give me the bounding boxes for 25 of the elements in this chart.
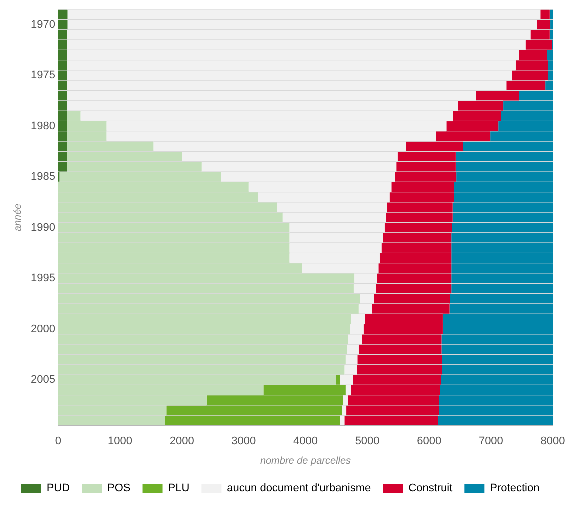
- legend-label: Protection: [490, 482, 540, 495]
- x-tick-label: 3000: [232, 435, 256, 448]
- x-tick-label: 1000: [108, 435, 133, 448]
- legend-label: PUD: [46, 482, 70, 495]
- x-tick-label: 2000: [170, 435, 194, 448]
- y-tick-label: 1980: [30, 120, 56, 132]
- y-tick-label: 2005: [30, 374, 56, 386]
- y-tick-label: 1995: [30, 272, 56, 285]
- y-tick-label: 1985: [30, 171, 56, 184]
- legend-label: PLU: [168, 482, 190, 495]
- x-tick-label: 4000: [293, 435, 318, 448]
- x-tick-label: 7000: [478, 435, 504, 448]
- x-tick-label: 8000: [540, 435, 566, 448]
- y-tick-label: 1970: [30, 18, 56, 31]
- y-tick-label: 2000: [30, 323, 56, 336]
- legend-label: POS: [108, 482, 131, 495]
- y-tick-label: 1990: [30, 222, 56, 234]
- x-tick-label: 6000: [417, 435, 442, 448]
- legend-label: Construit: [408, 482, 453, 495]
- x-axis-title: nombre de parcelles: [260, 456, 352, 467]
- y-tick-label: 1975: [30, 70, 56, 82]
- y-axis-title: année: [12, 203, 24, 232]
- x-tick-label: 5000: [355, 435, 380, 448]
- x-tick-label: 0: [55, 435, 62, 448]
- legend-label: aucun document d'urbanisme: [227, 482, 372, 495]
